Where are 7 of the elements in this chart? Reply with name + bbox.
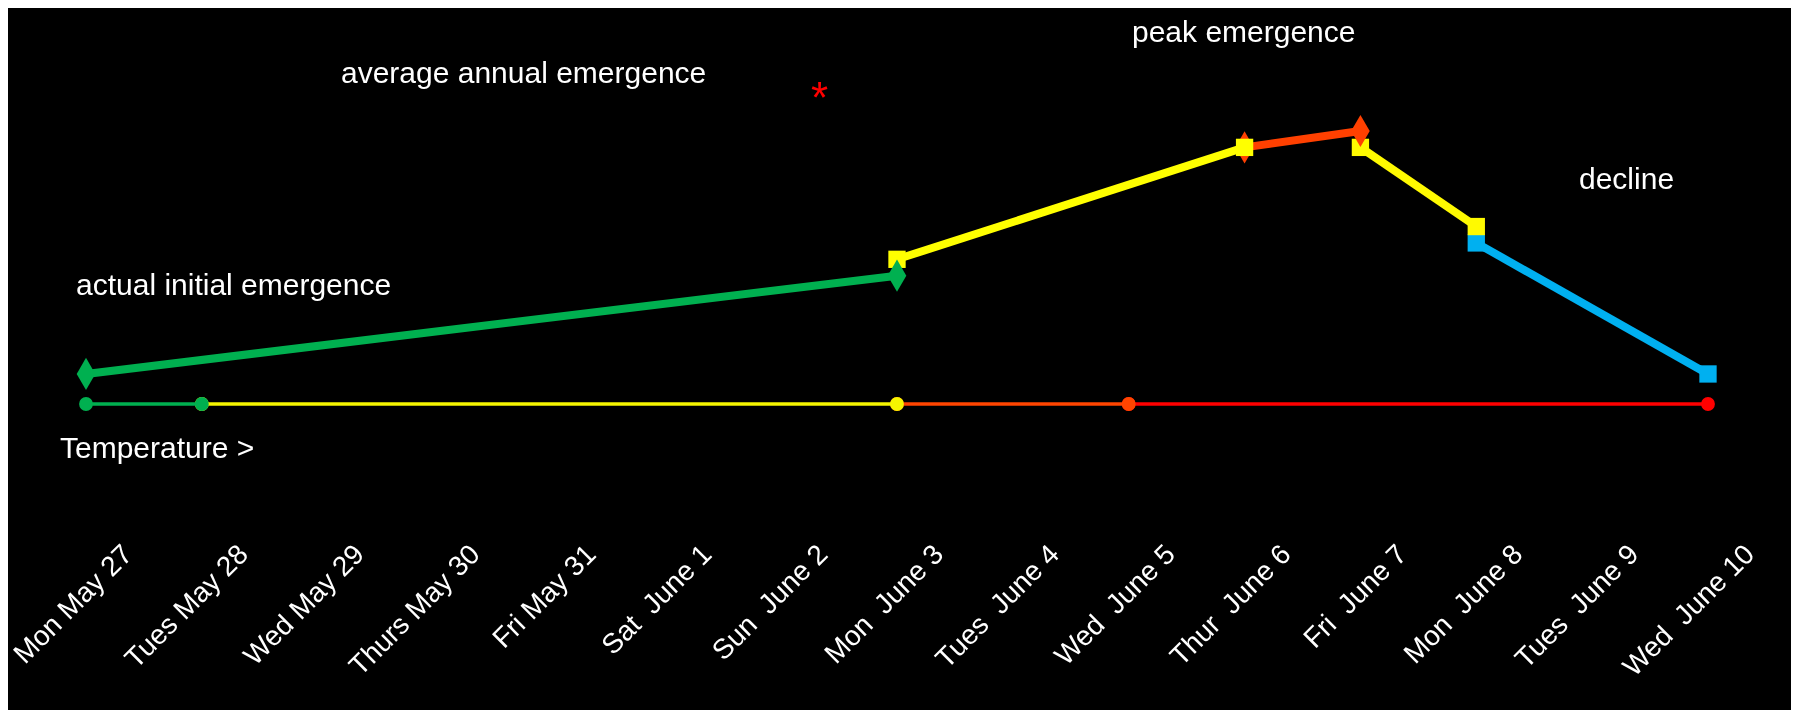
text: Temperature >: [60, 431, 255, 464]
text: peak emergence: [1132, 15, 1356, 48]
x-tick-label: Fri May 31: [486, 538, 602, 654]
annotation: actual initial emergence: [76, 268, 392, 301]
text: average annual emergence: [341, 56, 707, 89]
annotation: decline: [1579, 162, 1675, 195]
text: *: [811, 73, 829, 122]
